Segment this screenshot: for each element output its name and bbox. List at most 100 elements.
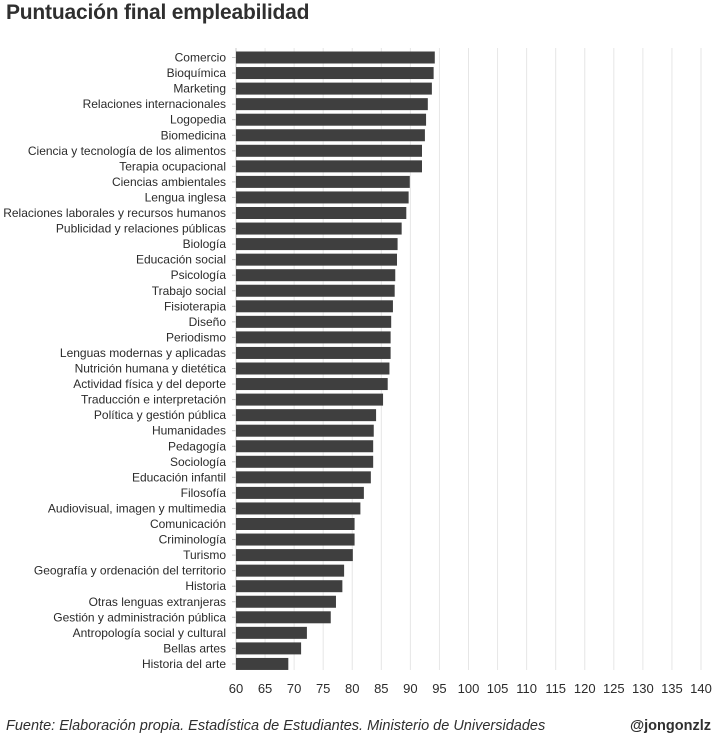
bar bbox=[236, 378, 388, 391]
bar bbox=[236, 595, 336, 608]
category-label: Periodismo bbox=[166, 330, 226, 344]
bar bbox=[236, 657, 289, 670]
category-label: Criminología bbox=[159, 533, 227, 547]
bar bbox=[236, 222, 402, 235]
category-label: Educación infantil bbox=[132, 470, 226, 484]
bar bbox=[236, 564, 345, 577]
x-tick-label: 95 bbox=[432, 681, 446, 696]
bar bbox=[236, 440, 374, 453]
category-label: Turismo bbox=[183, 548, 226, 562]
category-label: Terapia ocupacional bbox=[119, 159, 226, 173]
bar bbox=[236, 315, 392, 328]
category-label: Lenguas modernas y aplicadas bbox=[60, 346, 226, 360]
category-label: Historia bbox=[185, 579, 226, 593]
bar bbox=[236, 362, 390, 375]
category-label: Política y gestión pública bbox=[94, 408, 226, 422]
category-label: Ciencias ambientales bbox=[112, 175, 226, 189]
category-label: Filosofía bbox=[181, 486, 227, 500]
bar bbox=[236, 300, 393, 313]
bar bbox=[236, 346, 391, 359]
x-tick-label: 85 bbox=[374, 681, 388, 696]
category-label: Sociología bbox=[170, 455, 226, 469]
bar bbox=[236, 580, 343, 593]
bar bbox=[236, 642, 302, 655]
x-tick-label: 75 bbox=[316, 681, 330, 696]
x-tick-label: 100 bbox=[458, 681, 480, 696]
bar bbox=[236, 611, 331, 624]
category-label: Pedagogía bbox=[168, 439, 226, 453]
category-label: Biomedicina bbox=[161, 128, 227, 142]
bar bbox=[236, 238, 398, 251]
x-tick-label: 80 bbox=[345, 681, 359, 696]
category-label: Biología bbox=[183, 237, 227, 251]
x-tick-label: 65 bbox=[258, 681, 272, 696]
source-note: Fuente: Elaboración propia. Estadística … bbox=[6, 718, 546, 734]
category-label: Fisioterapia bbox=[164, 299, 226, 313]
category-label: Publicidad y relaciones públicas bbox=[56, 222, 226, 236]
x-tick-label: 70 bbox=[287, 681, 301, 696]
category-label: Humanidades bbox=[152, 424, 226, 438]
category-label: Logopedia bbox=[170, 113, 226, 127]
bar bbox=[236, 144, 422, 157]
bar bbox=[236, 471, 371, 484]
x-tick-label: 105 bbox=[487, 681, 509, 696]
bar bbox=[236, 113, 427, 126]
bar bbox=[236, 409, 377, 422]
bar bbox=[236, 82, 432, 95]
category-label: Ciencia y tecnología de los alimentos bbox=[28, 144, 226, 158]
category-label: Lengua inglesa bbox=[145, 190, 227, 204]
bar bbox=[236, 626, 307, 639]
category-label: Psicología bbox=[171, 268, 227, 282]
author-handle: @jongonzlz bbox=[630, 718, 711, 734]
bar bbox=[236, 486, 364, 499]
category-label: Trabajo social bbox=[152, 284, 226, 298]
category-label: Comunicación bbox=[150, 517, 226, 531]
x-tick-label: 125 bbox=[603, 681, 625, 696]
chart-title: Puntuación final empleabilidad bbox=[6, 1, 310, 24]
bar bbox=[236, 269, 396, 282]
bar bbox=[236, 549, 353, 562]
bar bbox=[236, 191, 409, 204]
category-label: Educación social bbox=[136, 253, 226, 267]
category-label: Geografía y ordenación del territorio bbox=[34, 564, 226, 578]
x-tick-label: 130 bbox=[632, 681, 654, 696]
category-label: Actividad física y del deporte bbox=[73, 377, 226, 391]
category-label: Antropología social y cultural bbox=[73, 626, 226, 640]
category-label: Bellas artes bbox=[163, 641, 226, 655]
bar bbox=[236, 533, 355, 546]
x-tick-label: 140 bbox=[690, 681, 712, 696]
category-label: Historia del arte bbox=[142, 657, 226, 671]
x-tick-label: 60 bbox=[229, 681, 243, 696]
category-label: Comercio bbox=[175, 51, 227, 65]
category-label: Nutrición humana y dietética bbox=[75, 362, 227, 376]
bar bbox=[236, 253, 398, 266]
category-label: Otras lenguas extranjeras bbox=[89, 595, 226, 609]
category-label: Relaciones internacionales bbox=[83, 97, 226, 111]
bar bbox=[236, 284, 395, 297]
x-tick-label: 90 bbox=[403, 681, 417, 696]
category-label: Gestión y administración pública bbox=[53, 610, 226, 624]
x-tick-label: 120 bbox=[574, 681, 596, 696]
bar bbox=[236, 518, 355, 530]
bar bbox=[236, 393, 384, 406]
bar bbox=[236, 129, 425, 142]
category-label: Diseño bbox=[189, 315, 227, 329]
category-label: Bioquímica bbox=[167, 66, 227, 80]
bar bbox=[236, 175, 410, 188]
bar bbox=[236, 51, 435, 64]
x-tick-label: 115 bbox=[545, 681, 566, 696]
category-label: Relaciones laborales y recursos humanos bbox=[3, 206, 226, 220]
category-label: Traducción e interpretación bbox=[81, 393, 226, 407]
bar bbox=[236, 67, 434, 80]
bar bbox=[236, 207, 407, 219]
bar bbox=[236, 455, 374, 468]
category-label: Audiovisual, imagen y multimedia bbox=[48, 501, 226, 515]
bar bbox=[236, 98, 428, 111]
bar bbox=[236, 424, 374, 437]
category-label: Marketing bbox=[173, 82, 226, 96]
x-tick-label: 110 bbox=[516, 681, 537, 696]
bar bbox=[236, 160, 422, 173]
bar bbox=[236, 502, 361, 515]
x-tick-label: 135 bbox=[661, 681, 683, 696]
